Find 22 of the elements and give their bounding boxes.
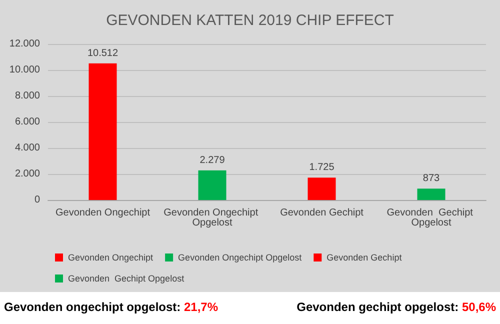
data-label: 1.725 — [309, 162, 335, 174]
legend-label: Gevonden Gechipt — [326, 252, 402, 262]
y-tick-label: 0 — [34, 194, 40, 206]
y-tick-label: 8.000 — [14, 90, 40, 102]
legend-label: Gevonden Gechipt Opgelost — [68, 274, 185, 284]
y-tick-label: 12.000 — [9, 38, 40, 50]
x-tick-label: Gevonden Ongechipt Opgelost — [164, 208, 261, 228]
text: Gevonden ongechipt opgelost: 21,7% — [4, 300, 218, 314]
x-tick-label: Gevonden Gechipt — [280, 208, 364, 218]
y-tick-label: 6.000 — [14, 116, 40, 128]
y-tick-label: 10.000 — [9, 64, 40, 76]
y-tick-label: 2.000 — [14, 168, 40, 180]
data-label: 2.279 — [200, 154, 226, 166]
text: Gevonden gechipt opgelost: 50,6% — [296, 300, 496, 314]
x-tick-label: Gevonden Ongechipt — [55, 208, 150, 218]
chart-title: GEVONDEN KATTEN 2019 CHIP EFFECT — [106, 12, 394, 29]
data-label: 873 — [422, 173, 440, 184]
legend-label: Gevonden Ongechipt Opgelost — [178, 252, 302, 262]
x-tick-label: Gevonden Gechipt Opgelost — [386, 208, 476, 228]
legend-label: Gevonden Ongechipt — [68, 252, 154, 262]
data-label: 10.512 — [87, 48, 118, 59]
y-tick-label: 4.000 — [14, 142, 40, 154]
